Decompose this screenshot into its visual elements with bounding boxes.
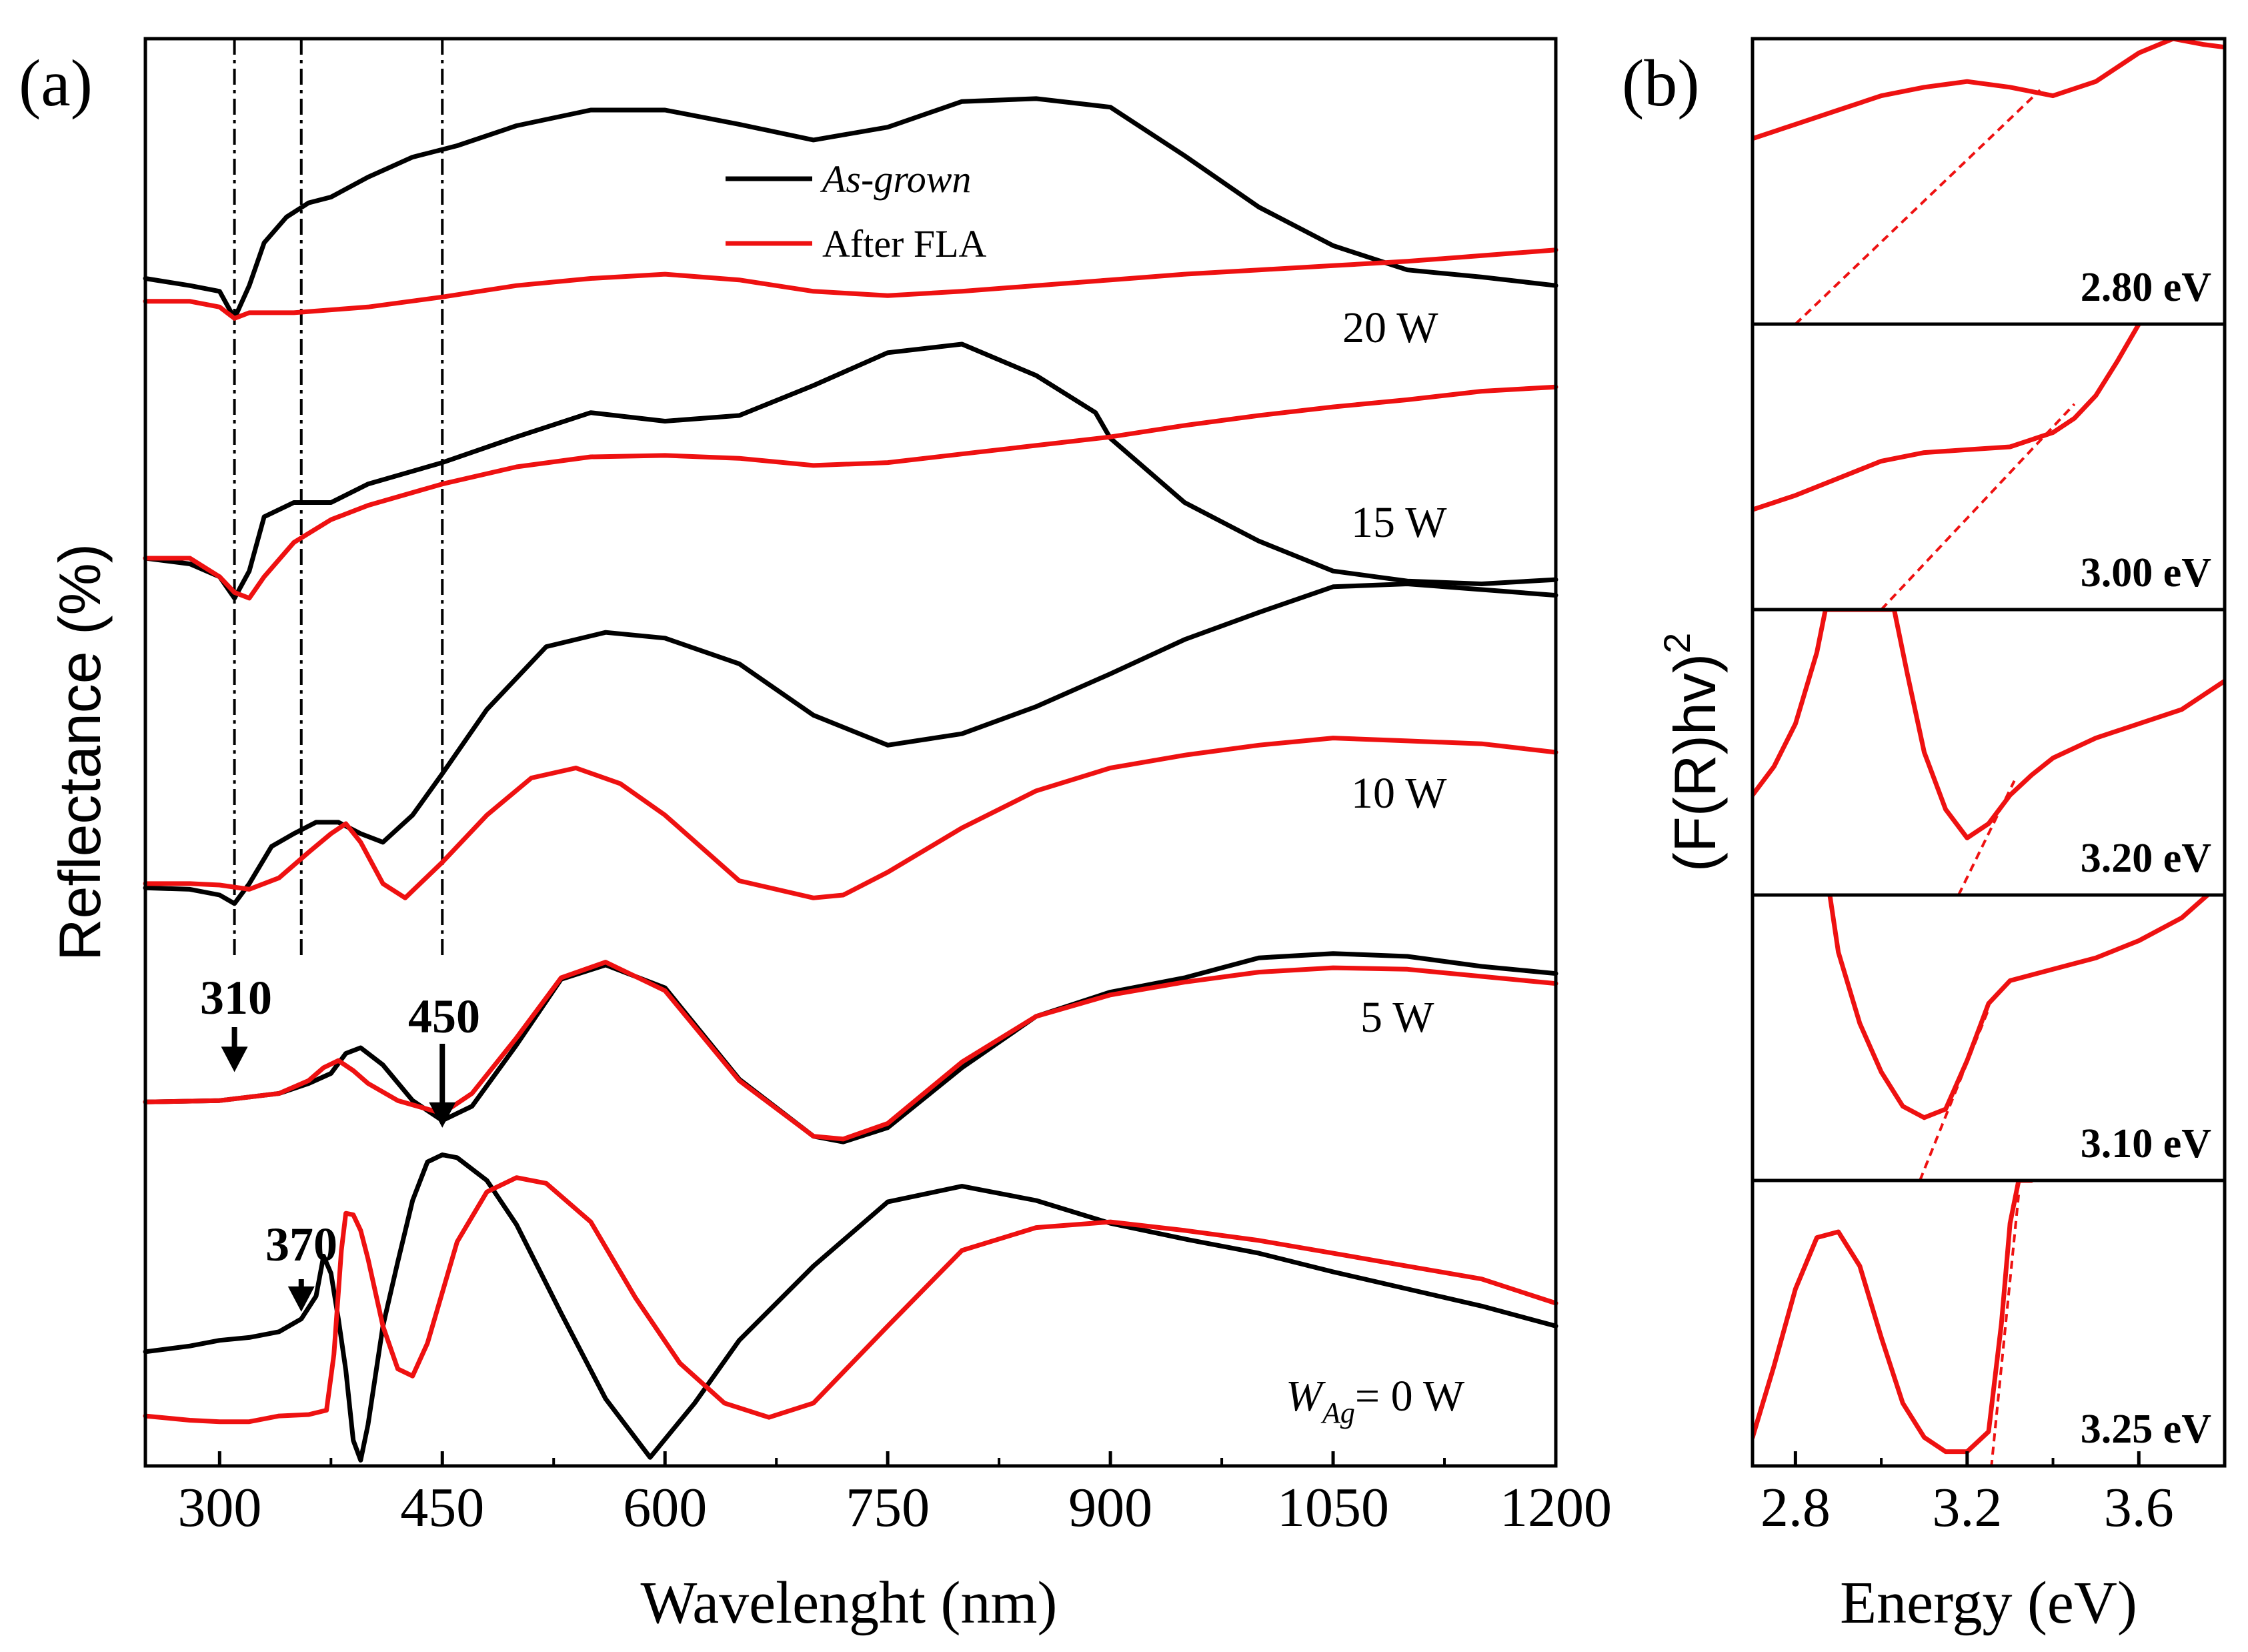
curve-label-0w: WAg= 0 W — [1286, 1372, 1465, 1429]
b-x-tick-label-2.8: 2.8 — [1761, 1477, 1831, 1539]
b-bandgap-label-3-10-ev: 3.10 eV — [2081, 1121, 2212, 1166]
annotation-310: 310 — [200, 971, 272, 1024]
b-x-tick-label-3.6: 3.6 — [2104, 1477, 2174, 1539]
b-tangent-2-80-ev — [1794, 89, 2041, 324]
a-x-tick-label-750: 750 — [846, 1477, 930, 1539]
a-plot-frame — [143, 37, 1558, 1468]
b-tangent-3-00-ev — [1880, 403, 2076, 610]
b-subplot-3-25-ev — [1753, 1180, 2034, 1466]
arrow-head-370 — [287, 1286, 315, 1312]
series-10-w-after-fla — [143, 736, 1558, 900]
b-x-ticks: 2.8 3.2 3.6 — [1761, 1451, 2174, 1539]
b-curve-2-80-ev — [1753, 39, 2225, 141]
series-20-w-after-fla — [143, 247, 1558, 321]
panel-b: 2.80 eV 3.00 eV 3.20 eV 3.10 eV 3.25 eV 2.8 3… — [1622, 37, 2227, 1636]
a-reference-lines — [233, 39, 444, 960]
b-subplot-3-00-ev — [1753, 324, 2141, 610]
curve-label-10w: 10 W — [1351, 769, 1447, 818]
b-tangent-3-25-ev — [1990, 1194, 2021, 1466]
b-y-axis-label: (F(R)hv)2 — [1656, 633, 1728, 872]
a-x-tick-label-300: 300 — [177, 1477, 261, 1539]
a-x-tick-label-900: 900 — [1068, 1477, 1152, 1539]
series-15-w-after-fla — [143, 384, 1558, 601]
b-tangent-3-20-ev — [1957, 780, 2016, 895]
a-x-axis-label: Wavelenght (nm) — [640, 1570, 1057, 1636]
a-series — [143, 96, 1558, 1463]
a-y-axis-label: Reflectance (%) — [47, 544, 113, 961]
b-plot-frame — [1751, 37, 2227, 1468]
b-curve-3-10-ev — [1827, 895, 2210, 1120]
b-x-tick-label-3.2: 3.2 — [1932, 1477, 2002, 1539]
a-arrows — [221, 1027, 456, 1312]
b-subplots: 2.80 eV 3.00 eV 3.20 eV 3.10 eV 3.25 eV — [1753, 39, 2225, 1466]
a-legend: As-grown After FLA — [726, 157, 987, 265]
curve-label-5w: 5 W — [1360, 993, 1434, 1042]
b-bandgap-label-3-20-ev: 3.20 eV — [2081, 836, 2212, 881]
a-x-tick-label-1050: 1050 — [1277, 1477, 1389, 1539]
b-x-axis-label: Energy (eV) — [1840, 1570, 2137, 1636]
b-bandgap-label-3-00-ev: 3.00 eV — [2081, 550, 2212, 596]
panel-a-label: (a) — [19, 46, 93, 120]
panel-b-label: (b) — [1622, 46, 1700, 120]
a-x-ticks: 300 450 600 750 900 1050 1200 — [177, 1451, 1612, 1539]
b-subplot-3-20-ev — [1753, 610, 2225, 895]
legend-label-after-fla: After FLA — [822, 222, 987, 265]
b-tangent-3-10-ev — [1919, 1008, 1990, 1180]
annotation-450: 450 — [408, 990, 480, 1043]
panel-a: 300 450 600 750 900 1050 1200 (a) As-grown Aft… — [19, 37, 1612, 1636]
b-subplot-2-80-ev — [1753, 39, 2225, 324]
a-x-tick-label-1200: 1200 — [1500, 1477, 1612, 1539]
b-curve-3-00-ev — [1753, 324, 2141, 512]
b-curve-3-20-ev — [1753, 610, 2225, 840]
a-x-tick-label-450: 450 — [400, 1477, 484, 1539]
series-10-w-as-grown — [143, 582, 1558, 906]
annotation-370: 370 — [265, 1218, 337, 1271]
curve-label-20w: 20 W — [1342, 303, 1438, 352]
series-5-w-after-fla — [143, 960, 1558, 1142]
series-0-w-after-fla — [143, 1175, 1558, 1425]
a-x-tick-label-600: 600 — [623, 1477, 707, 1539]
b-subplot-3-10-ev — [1827, 895, 2210, 1180]
series-15-w-as-grown — [143, 341, 1558, 601]
legend-label-as-grown: As-grown — [820, 157, 971, 201]
series-0-w-as-grown — [143, 1152, 1558, 1463]
b-curve-3-25-ev — [1753, 1180, 2034, 1455]
arrow-head-450 — [429, 1102, 456, 1128]
curve-label-15w: 15 W — [1351, 498, 1447, 547]
arrow-head-310 — [221, 1046, 248, 1072]
series-20-w-as-grown — [143, 96, 1558, 321]
b-bandgap-label-2-80-ev: 2.80 eV — [2081, 265, 2212, 310]
b-bandgap-label-3-25-ev: 3.25 eV — [2081, 1407, 2212, 1452]
